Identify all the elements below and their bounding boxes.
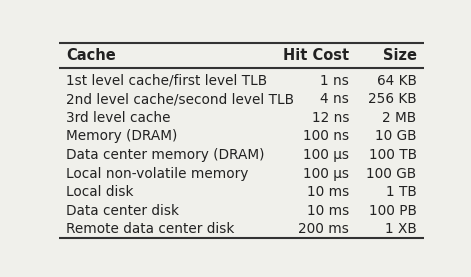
Text: 10 ms: 10 ms [307,185,349,199]
Text: 100 μs: 100 μs [303,166,349,181]
Text: 1 TB: 1 TB [386,185,417,199]
Text: Data center memory (DRAM): Data center memory (DRAM) [66,148,265,162]
Text: 1 ns: 1 ns [320,73,349,88]
Text: 3rd level cache: 3rd level cache [66,111,171,125]
Text: 100 μs: 100 μs [303,148,349,162]
Text: 12 ns: 12 ns [312,111,349,125]
Text: 100 ns: 100 ns [303,129,349,143]
Text: 2nd level cache/second level TLB: 2nd level cache/second level TLB [66,92,294,106]
Text: 4 ns: 4 ns [320,92,349,106]
Text: Hit Cost: Hit Cost [283,48,349,63]
Text: Local non-volatile memory: Local non-volatile memory [66,166,249,181]
Text: 100 PB: 100 PB [369,204,417,218]
Text: 2 MB: 2 MB [382,111,417,125]
Text: 256 KB: 256 KB [368,92,417,106]
Text: Cache: Cache [66,48,116,63]
Text: 100 GB: 100 GB [366,166,417,181]
Text: 10 GB: 10 GB [375,129,417,143]
Text: Remote data center disk: Remote data center disk [66,222,235,236]
Text: 10 ms: 10 ms [307,204,349,218]
Text: Size: Size [382,48,417,63]
Text: 1st level cache/first level TLB: 1st level cache/first level TLB [66,73,268,88]
Text: Local disk: Local disk [66,185,134,199]
Text: 1 XB: 1 XB [385,222,417,236]
Text: 100 TB: 100 TB [369,148,417,162]
Text: Memory (DRAM): Memory (DRAM) [66,129,178,143]
Text: 64 KB: 64 KB [377,73,417,88]
Text: 200 ms: 200 ms [298,222,349,236]
Text: Data center disk: Data center disk [66,204,179,218]
